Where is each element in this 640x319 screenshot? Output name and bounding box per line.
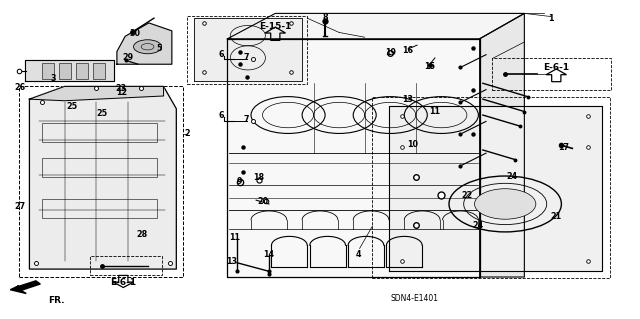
Text: 28: 28 (137, 230, 148, 239)
Text: 18: 18 (253, 174, 264, 182)
Text: 6: 6 (219, 49, 225, 59)
Text: 10: 10 (407, 140, 418, 149)
Text: 13: 13 (227, 257, 237, 266)
Text: 16: 16 (403, 46, 413, 56)
Text: 19: 19 (385, 48, 396, 57)
Bar (93, 63, 105, 78)
Text: 6: 6 (219, 111, 225, 120)
Bar (42, 158, 157, 177)
Text: 25: 25 (96, 109, 107, 118)
Text: 21: 21 (551, 211, 562, 220)
Polygon shape (193, 18, 302, 81)
Polygon shape (479, 13, 524, 277)
Circle shape (134, 40, 162, 54)
Text: 7: 7 (244, 53, 250, 62)
Text: 4: 4 (356, 250, 361, 259)
Bar (372, 97, 610, 278)
Text: 13: 13 (403, 95, 413, 104)
Text: 11: 11 (429, 108, 440, 116)
Text: 24: 24 (473, 221, 484, 230)
Text: 11: 11 (229, 233, 240, 242)
Text: 22: 22 (461, 190, 472, 200)
Bar (19, 86, 183, 277)
Bar (76, 63, 88, 78)
Text: E-15-1: E-15-1 (259, 22, 291, 31)
Text: 9: 9 (237, 177, 243, 186)
Text: 12: 12 (116, 88, 127, 97)
Text: 30: 30 (129, 29, 140, 38)
Bar (90, 256, 162, 275)
Text: E-6-1: E-6-1 (543, 63, 570, 72)
Polygon shape (389, 106, 602, 271)
Bar (42, 123, 157, 142)
Bar (187, 16, 307, 84)
Polygon shape (227, 39, 479, 277)
Text: 5: 5 (156, 44, 162, 54)
Polygon shape (10, 281, 40, 293)
Text: 29: 29 (123, 53, 134, 62)
Bar (60, 63, 71, 78)
Polygon shape (29, 86, 176, 269)
Text: 27: 27 (14, 202, 26, 211)
Text: 26: 26 (14, 83, 26, 92)
Text: SDN4-E1401: SDN4-E1401 (390, 294, 438, 303)
Bar (492, 58, 611, 90)
Text: 17: 17 (559, 143, 570, 152)
Bar (42, 63, 54, 78)
Text: 15: 15 (424, 62, 435, 71)
Circle shape (474, 189, 536, 219)
Polygon shape (25, 60, 115, 81)
Polygon shape (29, 86, 164, 101)
Text: 2: 2 (184, 129, 190, 138)
Text: 7: 7 (244, 115, 250, 124)
Text: 24: 24 (506, 172, 517, 181)
Text: 23: 23 (115, 84, 126, 93)
Text: 20: 20 (257, 197, 268, 206)
Bar (42, 199, 157, 218)
Text: E-6-1: E-6-1 (110, 278, 136, 287)
Text: 8: 8 (323, 13, 328, 22)
Text: 25: 25 (67, 102, 78, 111)
Text: 3: 3 (51, 74, 56, 83)
Text: FR.: FR. (49, 296, 65, 305)
Polygon shape (227, 13, 524, 39)
Text: 14: 14 (264, 250, 275, 259)
Polygon shape (117, 23, 172, 64)
Text: 1: 1 (548, 14, 554, 23)
